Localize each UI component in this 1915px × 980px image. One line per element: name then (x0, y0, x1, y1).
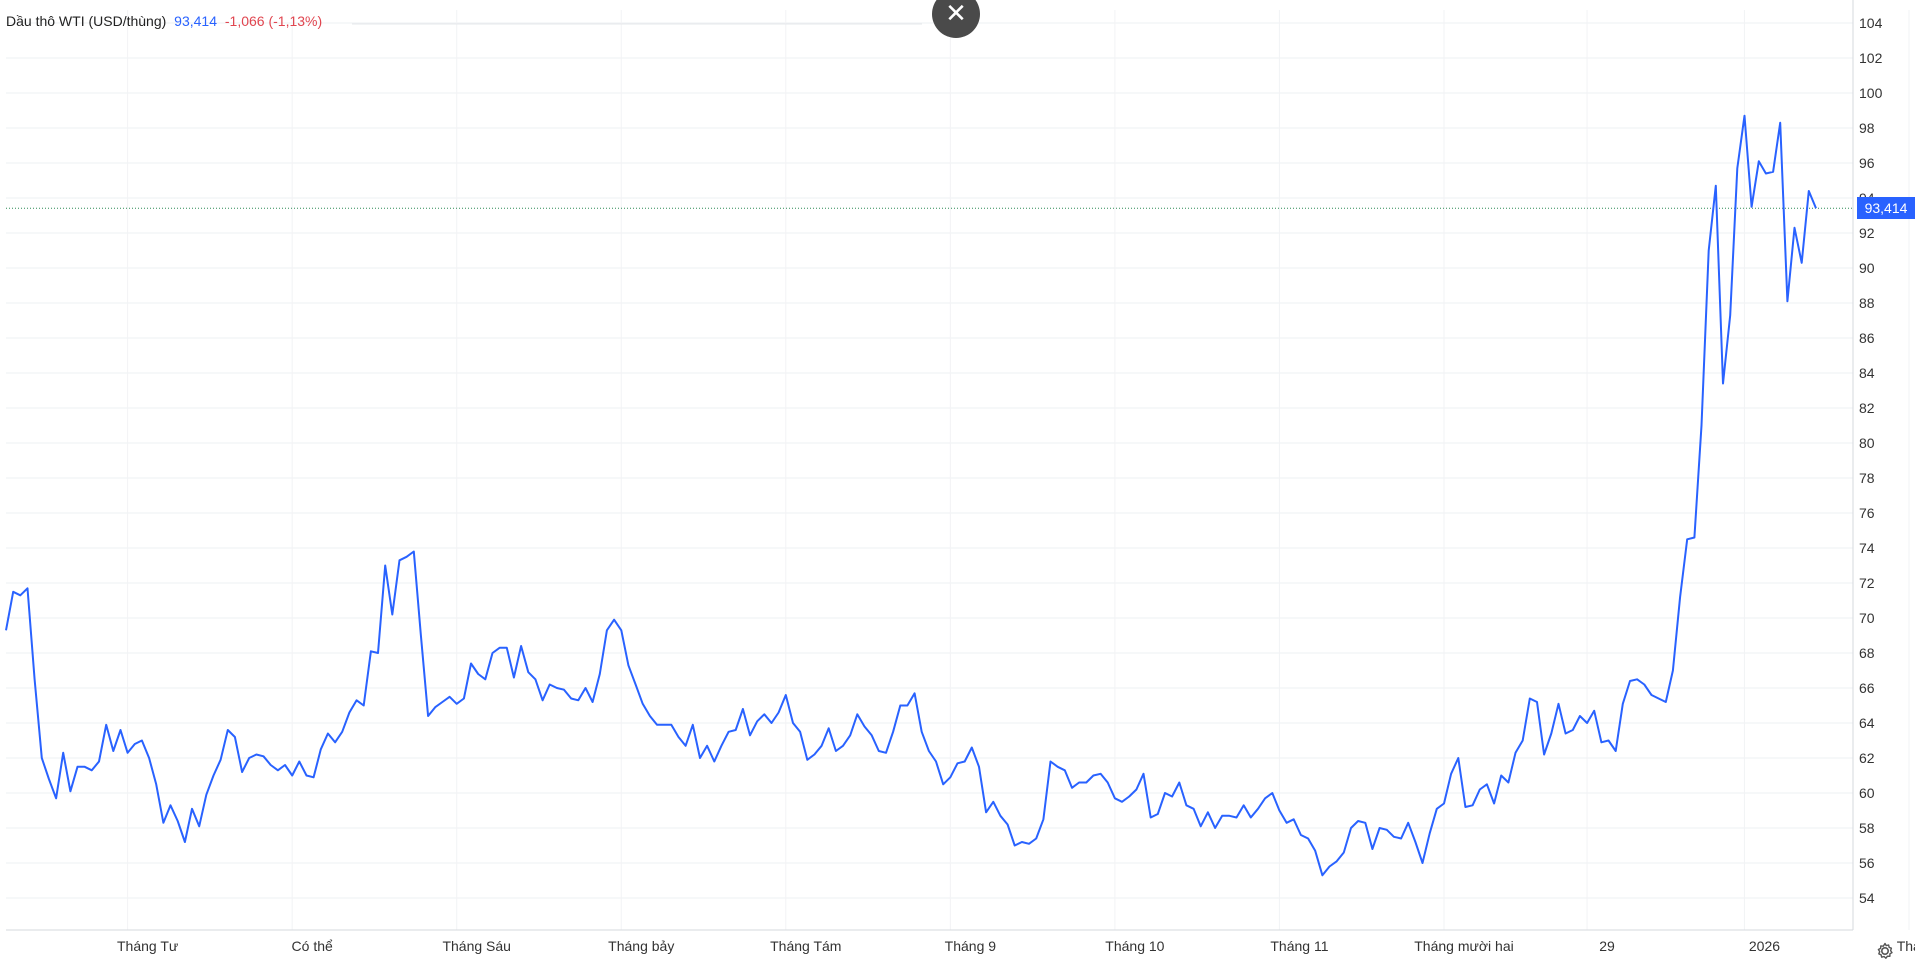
x-tick-label: 2026 (1749, 938, 1780, 954)
x-tick-label: Có thể (292, 938, 333, 954)
x-tick-label: Tháng Sáu (442, 938, 511, 954)
y-tick-label: 62 (1859, 750, 1875, 766)
x-tick-label: Tháng mười hai (1414, 938, 1513, 954)
y-tick-label: 58 (1859, 820, 1875, 836)
y-tick-label: 66 (1859, 680, 1875, 696)
axes: 54 56 58 60 62 64 66 68 70 72 74 76 78 80 82 84 86 88 90 92… (6, 0, 1915, 954)
chart-legend: Dầu thô WTI (USD/thùng) 93,414 -1,066 (-… (6, 13, 322, 29)
x-tick-label: Tháng Hai (1897, 938, 1915, 954)
x-tick-label: Tháng 10 (1105, 938, 1164, 954)
last-price-badge: 93,414 (1857, 197, 1915, 220)
y-tick-label: 76 (1859, 505, 1875, 521)
x-tick-label: Tháng Tám (770, 938, 841, 954)
x-tick-label: Tháng 11 (1270, 938, 1328, 954)
y-tick-label: 80 (1859, 435, 1875, 451)
grid (6, 10, 1910, 930)
y-tick-label: 98 (1859, 120, 1875, 136)
y-tick-label: 82 (1859, 400, 1875, 416)
y-tick-label: 78 (1859, 470, 1875, 486)
gear-icon (1877, 942, 1893, 959)
y-tick-label: 104 (1859, 15, 1883, 31)
x-tick-label: Tháng 9 (945, 938, 997, 954)
y-tick-label: 64 (1859, 715, 1875, 731)
series-line (5, 114, 1817, 877)
close-button[interactable]: ✕ (932, 0, 980, 38)
y-tick-label: 72 (1859, 575, 1875, 591)
series-layer (5, 114, 1817, 877)
legend-title: Dầu thô WTI (USD/thùng) (6, 13, 167, 29)
y-tick-label: 96 (1859, 155, 1875, 171)
y-tick-label: 54 (1859, 890, 1875, 906)
y-tick-label: 60 (1859, 785, 1875, 801)
y-tick-label: 88 (1859, 295, 1875, 311)
legend-change: -1,066 (-1,13%) (224, 13, 323, 29)
y-tick-label: 84 (1859, 365, 1875, 381)
y-tick-label: 100 (1859, 85, 1883, 101)
y-tick-label: 70 (1859, 610, 1875, 626)
x-tick-label: 29 (1599, 938, 1615, 954)
y-tick-label: 74 (1859, 540, 1875, 556)
x-tick-label: Tháng bảy (608, 938, 674, 954)
y-tick-label: 92 (1859, 225, 1875, 241)
x-tick-label: Tháng Tư (117, 938, 178, 954)
legend-price: 93,414 (174, 13, 217, 29)
y-tick-label: 102 (1859, 50, 1883, 66)
y-tick-label: 86 (1859, 330, 1875, 346)
y-tick-label: 90 (1859, 260, 1875, 276)
y-tick-label: 68 (1859, 645, 1875, 661)
close-icon: ✕ (945, 0, 967, 29)
y-tick-label: 56 (1859, 855, 1875, 871)
settings-button[interactable] (1873, 939, 1897, 963)
